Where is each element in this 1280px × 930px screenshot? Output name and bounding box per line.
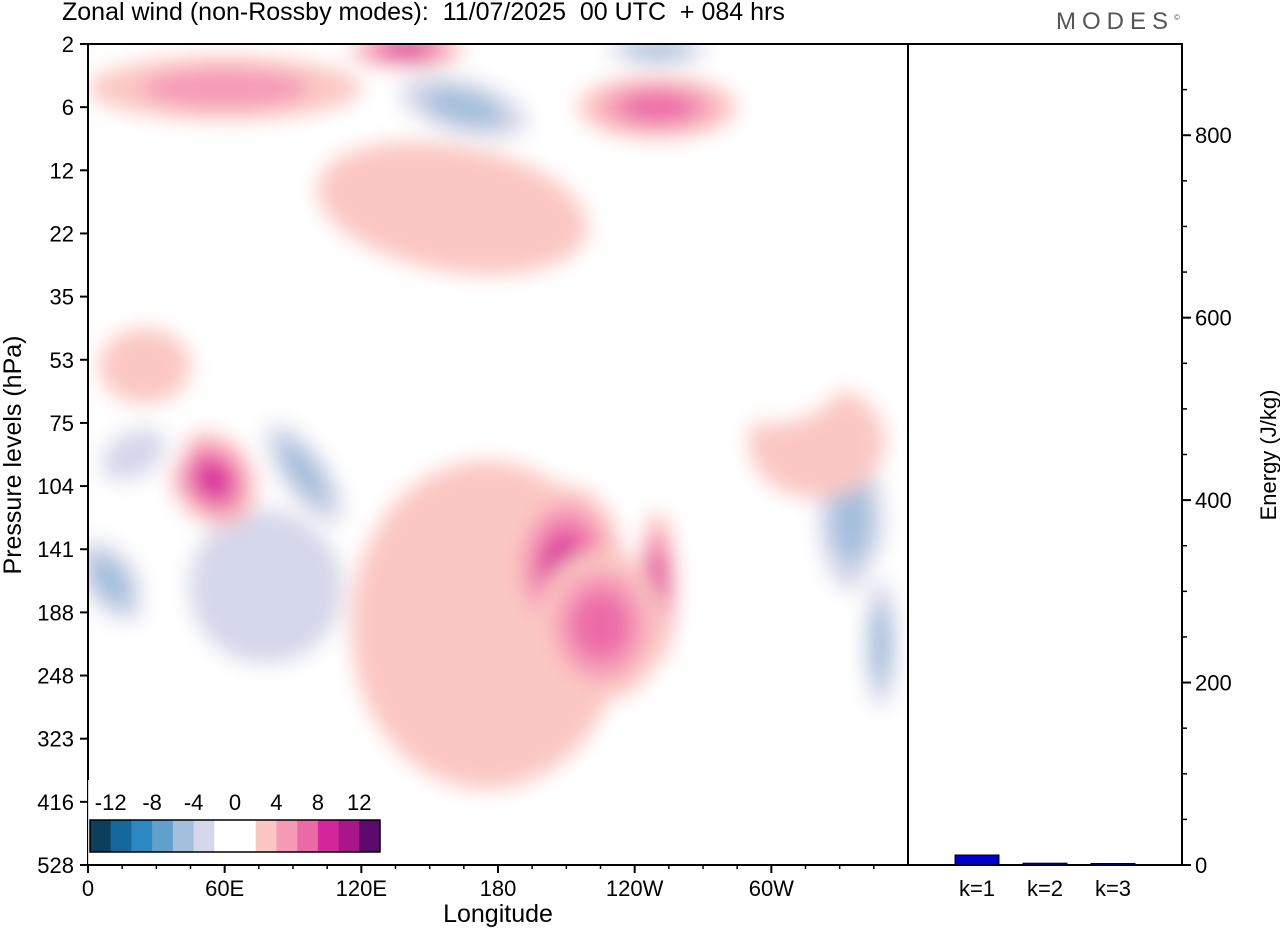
wind-contour-12-0 [317, 141, 588, 275]
wind-contour-17-2 [627, 44, 688, 59]
wind-contour-1-2 [89, 555, 132, 606]
x-tick-label: 120E [336, 876, 387, 901]
x-tick-label: 60W [749, 876, 794, 901]
wind-contour-4-2 [280, 442, 329, 505]
energy-bar-k=1 [954, 854, 1000, 866]
colorbar-swatch [131, 820, 153, 852]
energy-bar-k=3 [1090, 863, 1136, 866]
energy-bar-k=2 [1022, 862, 1068, 866]
y-tick-label: 12 [50, 158, 74, 183]
wind-contour-22-0 [680, 233, 863, 423]
y-tick-label: 104 [37, 474, 74, 499]
wind-contour-20-0 [691, 738, 783, 865]
wind-contour-10-2 [870, 604, 891, 684]
colorbar-frame [89, 819, 381, 853]
y-tick-label: 75 [50, 411, 74, 436]
y-tick-label: 141 [37, 537, 74, 562]
wind-contour-15-1 [140, 68, 309, 108]
wind-contour-9-2 [830, 472, 872, 563]
colorbar-tick-label: 8 [312, 790, 324, 815]
colorbar-swatch [297, 820, 319, 852]
x-tick-label: 60E [205, 876, 244, 901]
energy-category-label: k=1 [959, 876, 995, 901]
colorbar-tick-label: -4 [184, 790, 204, 815]
colorbar-swatch [317, 820, 339, 852]
energy-tick-label: 800 [1195, 123, 1232, 148]
brand-logo: MODES© [1056, 8, 1180, 36]
colorbar-swatch [359, 820, 381, 852]
colorbar-tick-label: 12 [347, 790, 371, 815]
wind-contour-2-1 [188, 509, 343, 665]
chart-title: Zonal wind (non-Rossby modes): 11/07/202… [62, 0, 785, 26]
energy-tick-label: 600 [1195, 306, 1232, 331]
colorbar-swatch [110, 820, 132, 852]
y-tick-label: 53 [50, 348, 74, 373]
energy-tick-label: 0 [1195, 853, 1207, 878]
colorbar-swatch [90, 820, 112, 852]
colorbar-legend: -12 -8 -4 0 4 8 12 [88, 780, 388, 864]
y-tick-label: 416 [37, 790, 74, 815]
energy-tick-label: 200 [1195, 671, 1232, 696]
colorbar-swatch [276, 820, 298, 852]
y-axis: 2 6 12 22 35 53 75 104 141 188 248 323 416 528 [37, 32, 88, 878]
colorbar-tick-label: 4 [270, 790, 282, 815]
colorbar-swatch [193, 820, 215, 852]
y-tick-label: 323 [37, 727, 74, 752]
energy-tick-label: 400 [1195, 488, 1232, 513]
x-tick-label: 120W [606, 876, 664, 901]
y-tick-label: 248 [37, 664, 74, 689]
wind-contour-3-3 [197, 463, 229, 497]
heatmap-blobs [88, 44, 904, 865]
energy-category-label: k=2 [1027, 876, 1063, 901]
colorbar-swatch [172, 820, 194, 852]
wind-contour-18-0 [99, 328, 191, 404]
energy-category-label: k=3 [1095, 876, 1131, 901]
wind-contour-14-2 [622, 93, 693, 122]
wind-contour-16-3 [387, 44, 427, 57]
y-tick-label: 35 [50, 285, 74, 310]
brand-mark: © [1174, 13, 1180, 22]
y-tick-label: 6 [62, 95, 74, 120]
colorbar-tick-label: -12 [95, 790, 127, 815]
wind-contour-8-2 [572, 591, 629, 659]
colorbar-swatch [152, 820, 174, 852]
energy-axis-label: Energy (J/kg) [1256, 390, 1280, 521]
colorbar-tick-label: -8 [142, 790, 162, 815]
energy-panel-frame [907, 43, 1183, 866]
y-axis-label: Pressure levels (hPa) [0, 336, 27, 575]
colorbar-swatch [235, 820, 257, 852]
x-axis: 0 60E 120E 180 120W 60W [82, 865, 875, 901]
colorbar-swatch [214, 820, 236, 852]
colorbar-swatch [255, 820, 277, 852]
x-tick-label: 180 [480, 876, 517, 901]
heatmap-field [88, 44, 904, 865]
colorbar-swatch [338, 820, 360, 852]
y-tick-label: 528 [37, 853, 74, 878]
x-tick-label: 0 [82, 876, 94, 901]
wind-contour-19-1 [101, 427, 167, 482]
wind-contour-13-2 [424, 87, 504, 127]
brand-name: MODES [1056, 8, 1175, 35]
colorbar-tick-label: 0 [229, 790, 241, 815]
x-axis-label: Longitude [443, 900, 553, 928]
energy-bar-chart: 0 200 400 600 800 k=1 k=2 k=3 [954, 88, 1232, 901]
wind-contour-21-0 [88, 650, 225, 802]
y-tick-label: 188 [37, 600, 74, 625]
y-tick-label: 22 [50, 221, 74, 246]
y-tick-label: 2 [62, 32, 74, 57]
